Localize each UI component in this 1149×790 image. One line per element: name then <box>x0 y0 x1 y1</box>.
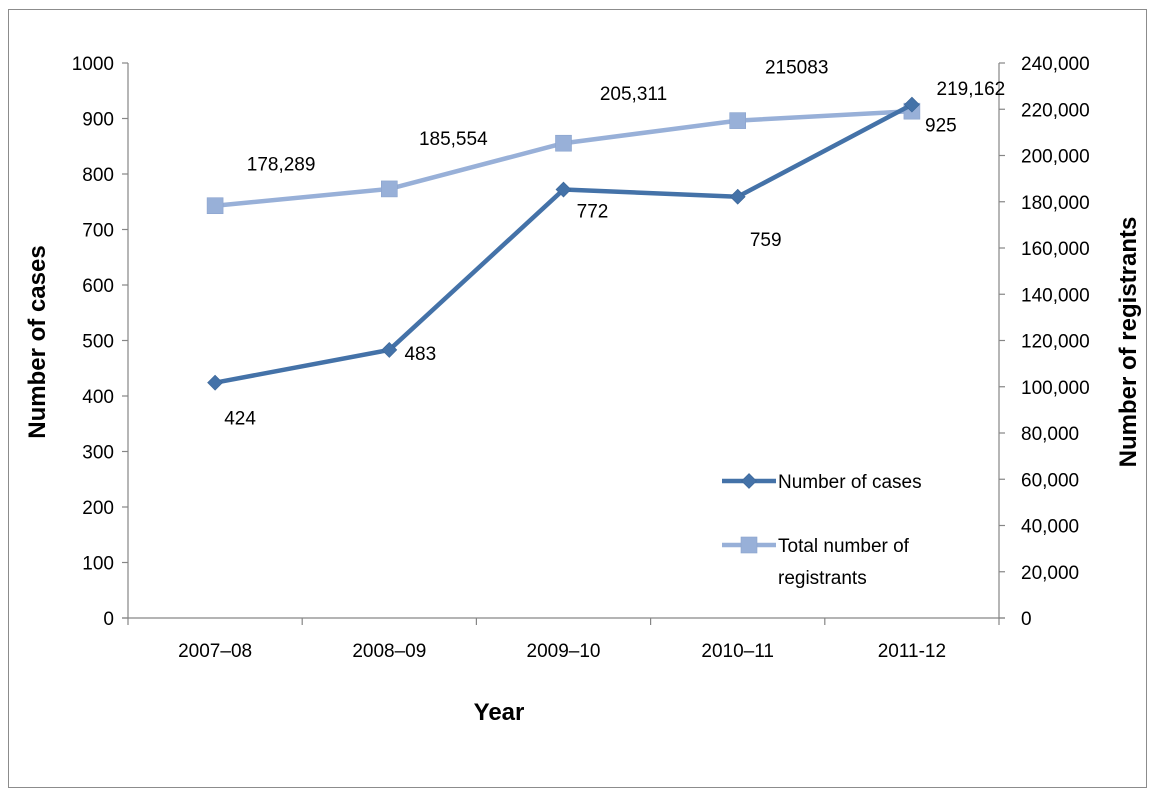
data-point <box>903 96 920 113</box>
data-point <box>206 197 224 215</box>
x-tick-label: 2011-12 <box>878 641 946 662</box>
data-label-cases: 759 <box>750 230 782 251</box>
y-tick-label: 1000 <box>72 54 114 75</box>
y-tick-label: 900 <box>82 110 114 131</box>
data-label-registrants: 205,311 <box>600 84 667 105</box>
data-point <box>207 374 224 391</box>
y-tick-label: 800 <box>82 165 114 186</box>
y2-axis-title: Number of registrants <box>1115 217 1142 468</box>
legend-label: Total number of registrants <box>778 536 910 589</box>
y-tick-label: 700 <box>82 221 114 242</box>
x-tick-label: 2010–11 <box>701 641 774 662</box>
y-tick-label: 200 <box>82 498 114 519</box>
x-tick-label: 2009–10 <box>527 641 601 662</box>
chart-frame <box>8 9 1147 788</box>
data-label-cases: 772 <box>577 202 609 223</box>
data-label-cases: 483 <box>404 344 436 365</box>
y2-tick-label: 240,000 <box>1021 54 1090 75</box>
legend-item-cases: Number of cases <box>722 472 922 493</box>
data-label-registrants: 215083 <box>765 58 828 79</box>
y2-tick-label: 100,000 <box>1021 378 1090 399</box>
series-layer <box>206 96 921 391</box>
legend: Number of cases Total number of registrant… <box>722 472 922 589</box>
series-number-of-cases <box>207 96 920 391</box>
y2-tick-label: 140,000 <box>1021 285 1090 306</box>
data-point <box>555 134 572 152</box>
data-labels: 424 483 772 759 925 178,289 185,554 205,311 2150… <box>224 58 1005 430</box>
legend-label: Number of cases <box>778 472 922 493</box>
x-tick-label: 2008–09 <box>352 641 426 662</box>
y-tick-label: 0 <box>103 609 114 630</box>
data-label-registrants: 219,162 <box>937 79 1006 100</box>
data-point <box>555 181 572 198</box>
y2-tick-label: 0 <box>1021 609 1032 630</box>
legend-swatch-marker <box>741 473 757 489</box>
y-tick-label: 300 <box>82 443 114 464</box>
y2-tick-label: 200,000 <box>1021 147 1090 168</box>
y-tick-label: 400 <box>82 387 114 408</box>
y2-tick-label: 40,000 <box>1021 517 1079 538</box>
y2-tick-label: 60,000 <box>1021 470 1079 491</box>
data-point <box>381 342 398 358</box>
legend-item-registrants: Total number of registrants <box>722 536 910 589</box>
data-point <box>729 112 747 129</box>
y2-tick-label: 220,000 <box>1021 100 1090 121</box>
x-tick-label: 2007–08 <box>178 641 252 662</box>
y-axis-title: Number of cases <box>24 245 51 438</box>
y2-tick-label: 80,000 <box>1021 424 1079 445</box>
data-label-cases: 424 <box>224 409 256 430</box>
data-label-registrants: 185,554 <box>419 129 488 150</box>
y2-tick-label: 120,000 <box>1021 332 1090 353</box>
y2-tick-label: 20,000 <box>1021 563 1079 584</box>
legend-swatch-marker <box>740 536 758 554</box>
y-tick-label: 500 <box>82 332 114 353</box>
y-tick-label: 100 <box>82 554 114 575</box>
data-point <box>729 188 746 205</box>
y2-tick-label: 180,000 <box>1021 193 1090 214</box>
y2-tick-label: 160,000 <box>1021 239 1090 260</box>
axes: 0 100 200 300 400 500 600 700 800 900 1000 0 20,000 4… <box>72 54 1090 662</box>
x-axis-title: Year <box>474 699 525 726</box>
data-label-registrants: 178,289 <box>247 155 316 176</box>
data-point <box>380 180 398 198</box>
data-label-cases: 925 <box>925 116 957 137</box>
y-tick-label: 600 <box>82 276 114 297</box>
